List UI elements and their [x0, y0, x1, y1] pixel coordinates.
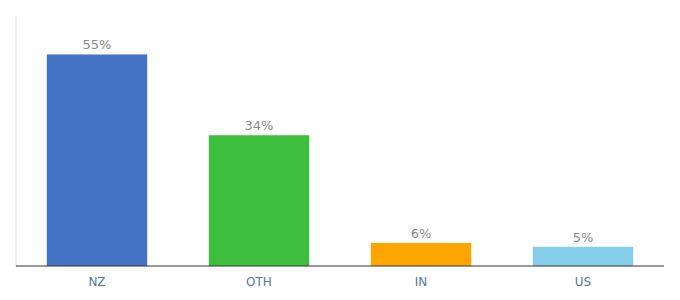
data-label: 6%	[411, 226, 432, 241]
bars	[47, 54, 633, 266]
bar	[533, 247, 633, 266]
bar	[371, 243, 471, 266]
bar	[209, 135, 309, 266]
x-tick-label: OTH	[246, 275, 272, 289]
bar	[47, 54, 147, 266]
x-tick-label: IN	[415, 275, 428, 289]
data-label: 55%	[83, 37, 112, 52]
chart: 55% 34% 6% 5% NZ OTH IN US	[0, 0, 680, 300]
x-tick-label: US	[575, 275, 591, 289]
chart-container: 55% 34% 6% 5% NZ OTH IN US	[0, 0, 680, 300]
data-label: 34%	[245, 118, 274, 133]
x-tick-label: NZ	[88, 275, 105, 289]
x-axis-line	[16, 266, 664, 267]
data-label: 5%	[573, 230, 594, 245]
value-range-line	[16, 16, 17, 266]
